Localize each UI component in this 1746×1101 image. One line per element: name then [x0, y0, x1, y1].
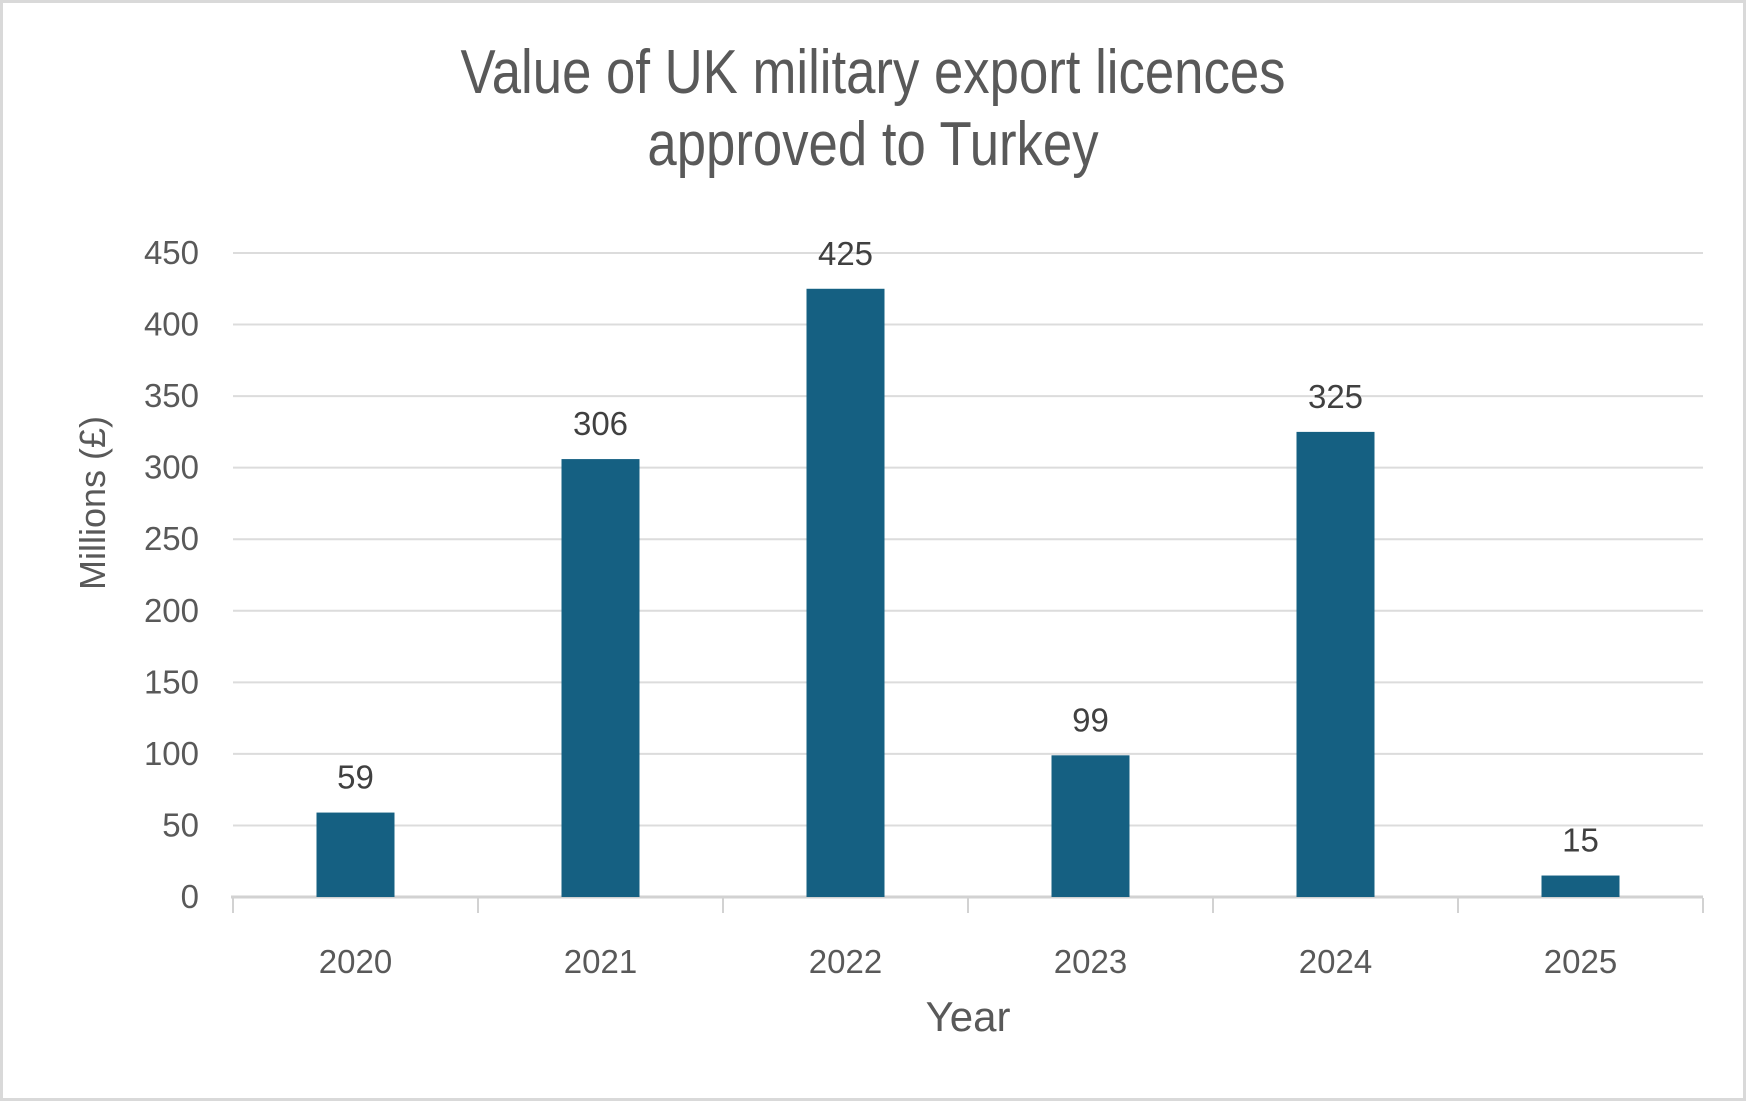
chart-title-line1: Value of UK military export licences — [460, 38, 1286, 107]
bar-2022 — [806, 288, 885, 897]
bar-value-label-2021: 306 — [573, 405, 628, 442]
x-axis-title: Year — [925, 993, 1011, 1040]
bar-value-label-2025: 15 — [1562, 822, 1599, 859]
bar-2021 — [561, 459, 640, 897]
y-tick-label-250: 250 — [144, 520, 199, 557]
chart-title: Value of UK military export licences app… — [134, 37, 1613, 181]
bar-value-label-2024: 325 — [1308, 378, 1363, 415]
x-tick-label-2021: 2021 — [564, 943, 637, 980]
x-tick-label-2020: 2020 — [319, 943, 392, 980]
bar-value-label-2020: 59 — [337, 759, 374, 796]
bar-value-label-2023: 99 — [1072, 701, 1109, 738]
y-tick-label-300: 300 — [144, 449, 199, 486]
bar-chart: 0 50 100 150 200 250 300 350 400 450 59 2020 306 2021… — [144, 234, 1704, 980]
x-tick-label-2025: 2025 — [1544, 943, 1617, 980]
y-tick-label-200: 200 — [144, 592, 199, 629]
bar-2024 — [1296, 431, 1375, 897]
y-tick-label-400: 400 — [144, 306, 199, 343]
bar-value-label-2022: 425 — [818, 235, 873, 272]
x-tick-label-2024: 2024 — [1299, 943, 1372, 980]
y-tick-label-350: 350 — [144, 377, 199, 414]
x-tick-label-2023: 2023 — [1054, 943, 1127, 980]
y-tick-label-450: 450 — [144, 234, 199, 271]
y-tick-label-0: 0 — [181, 878, 199, 915]
bar-2020 — [316, 812, 395, 897]
y-tick-label-50: 50 — [162, 806, 199, 843]
y-tick-label-150: 150 — [144, 663, 199, 700]
y-tick-label-100: 100 — [144, 735, 199, 772]
chart-title-line2: approved to Turkey — [647, 110, 1099, 179]
x-tick-label-2022: 2022 — [809, 943, 882, 980]
bar-2025 — [1541, 875, 1620, 897]
bar-2023 — [1051, 755, 1130, 897]
